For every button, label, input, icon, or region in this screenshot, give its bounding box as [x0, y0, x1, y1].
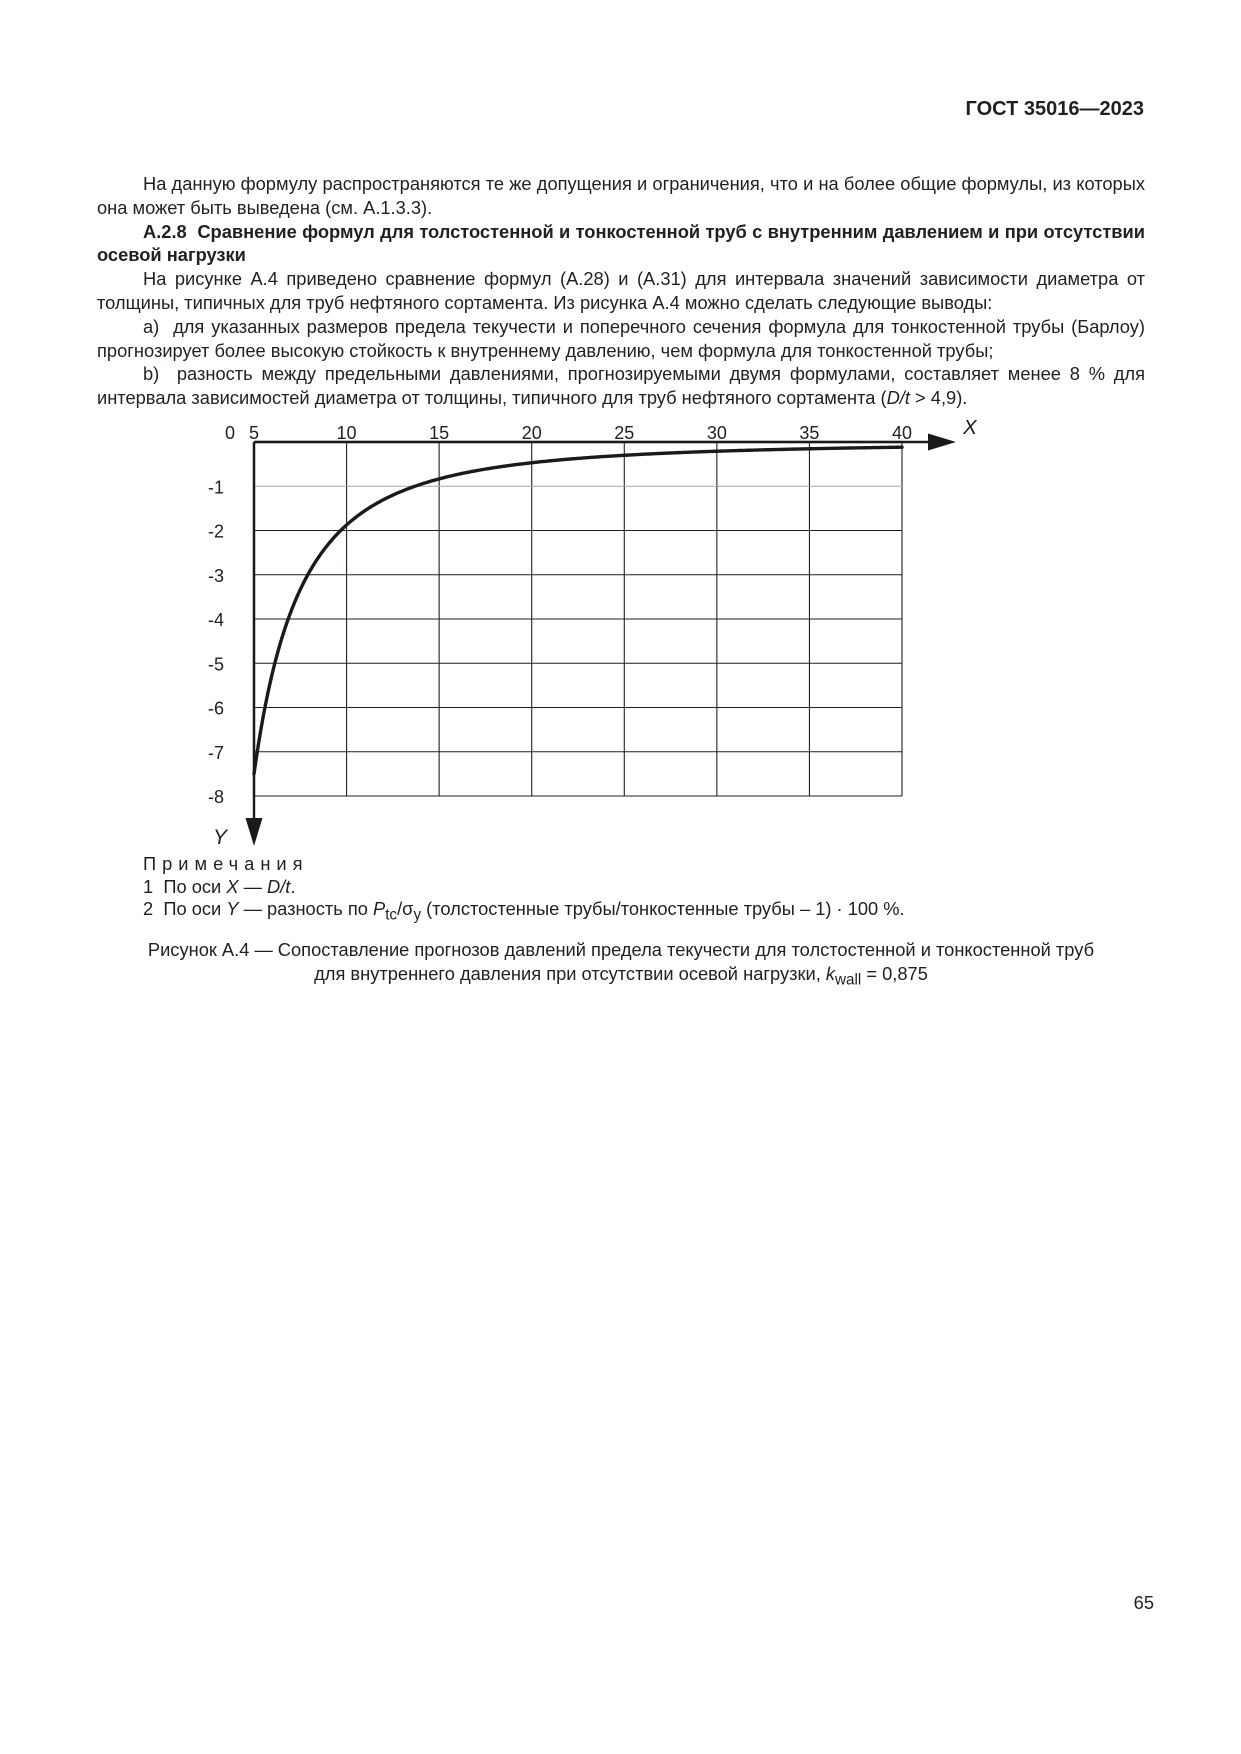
svg-text:-7: -7 [208, 743, 224, 763]
svg-text:5: 5 [249, 423, 259, 443]
svg-text:-3: -3 [208, 566, 224, 586]
svg-text:10: 10 [337, 423, 357, 443]
svg-text:-2: -2 [208, 522, 224, 542]
svg-text:-5: -5 [208, 654, 224, 674]
svg-text:20: 20 [522, 423, 542, 443]
svg-text:-4: -4 [208, 610, 224, 630]
svg-text:-8: -8 [208, 787, 224, 807]
svg-text:Y: Y [213, 826, 229, 849]
svg-text:30: 30 [707, 423, 727, 443]
svg-text:25: 25 [614, 423, 634, 443]
svg-text:-1: -1 [208, 477, 224, 497]
svg-text:15: 15 [429, 423, 449, 443]
svg-text:X: X [962, 420, 978, 439]
svg-text:-6: -6 [208, 699, 224, 719]
svg-text:40: 40 [892, 423, 912, 443]
svg-text:35: 35 [799, 423, 819, 443]
svg-text:0: 0 [225, 423, 235, 443]
